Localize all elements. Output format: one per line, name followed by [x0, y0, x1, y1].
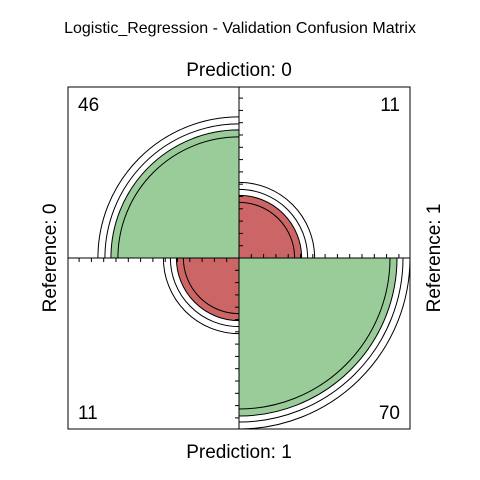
confidence-ring-outer-bottom-left — [169, 257, 240, 328]
count-label-bottom-right: 70 — [379, 403, 400, 424]
count-label-bottom-left: 11 — [78, 403, 98, 424]
confidence-ring-inner-bottom-left — [182, 257, 240, 315]
confidence-ring-outer-top-left — [104, 123, 240, 259]
confidence-ring-outer-bottom-right — [238, 257, 404, 423]
confidence-ring-inner-top-right — [238, 201, 296, 259]
confidence-ring-outermost-bottom-left — [162, 257, 240, 335]
bottom-axis-label: Prediction: 1 — [186, 442, 292, 463]
quadrant-bottom-left — [175, 257, 240, 322]
right-axis-label: Reference: 1 — [424, 204, 445, 313]
axis-ticks — [78, 97, 400, 419]
confidence-ring-inner-bottom-right — [238, 257, 391, 410]
top-axis-label: Prediction: 0 — [186, 60, 292, 81]
confidence-ring-outermost-top-right — [238, 181, 316, 259]
chart-title: Logistic_Regression - Validation Confusi… — [64, 20, 416, 37]
confidence-ring-outermost-bottom-right — [238, 257, 411, 430]
quadrant-layer — [97, 116, 411, 430]
count-label-top-left: 46 — [78, 95, 99, 116]
confidence-ring-inner-top-left — [117, 136, 240, 259]
count-label-top-right: 11 — [380, 95, 400, 116]
confidence-ring-outer-top-right — [238, 188, 309, 259]
quadrant-bottom-right — [238, 257, 398, 417]
quadrant-top-left — [110, 129, 240, 259]
confidence-ring-outermost-top-left — [97, 116, 240, 259]
count-labels: 46 11 11 70 — [78, 95, 400, 424]
left-axis-label: Reference: 0 — [40, 204, 61, 313]
quadrant-top-right — [238, 194, 303, 259]
